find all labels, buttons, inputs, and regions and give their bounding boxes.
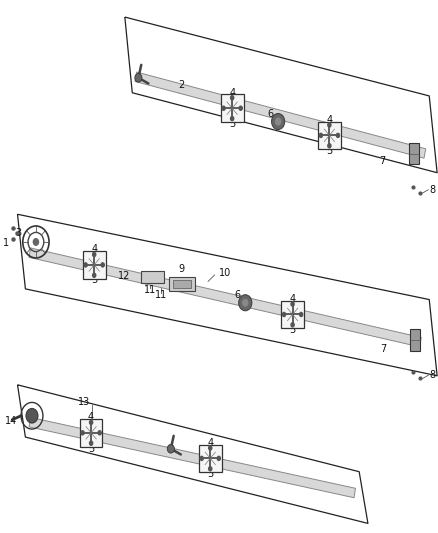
Text: 4: 4 [207, 438, 213, 448]
Text: 2: 2 [179, 80, 185, 90]
Text: 1: 1 [3, 238, 9, 247]
Circle shape [216, 456, 221, 461]
Circle shape [26, 408, 38, 423]
Polygon shape [135, 72, 426, 158]
Circle shape [290, 322, 295, 328]
Bar [410, 329, 420, 351]
Circle shape [135, 74, 142, 82]
Text: 11: 11 [155, 290, 167, 300]
Text: 7: 7 [380, 344, 386, 354]
Text: 4: 4 [326, 115, 332, 125]
Text: 4: 4 [290, 294, 296, 304]
Bar [281, 301, 304, 328]
Text: 10: 10 [219, 268, 231, 278]
Circle shape [272, 114, 285, 130]
Text: 6: 6 [268, 109, 274, 119]
Circle shape [336, 133, 340, 138]
Circle shape [290, 301, 295, 307]
Bar [221, 94, 244, 122]
Circle shape [238, 106, 243, 111]
Circle shape [89, 419, 93, 425]
Circle shape [242, 298, 249, 307]
Circle shape [100, 262, 105, 268]
Text: 3: 3 [15, 229, 21, 238]
Text: 5: 5 [207, 470, 213, 479]
Text: 5: 5 [326, 146, 332, 156]
Text: 4: 4 [229, 88, 235, 98]
Text: 12: 12 [118, 271, 131, 280]
Circle shape [83, 262, 88, 268]
Circle shape [92, 272, 96, 278]
Circle shape [208, 466, 212, 472]
Circle shape [208, 445, 212, 451]
Circle shape [239, 295, 252, 311]
Circle shape [275, 118, 281, 126]
Circle shape [221, 106, 226, 111]
Polygon shape [29, 417, 356, 498]
Circle shape [33, 238, 39, 246]
Bar [199, 445, 222, 472]
Circle shape [318, 133, 323, 138]
Circle shape [230, 116, 234, 122]
Circle shape [327, 122, 332, 128]
Bar [409, 143, 419, 164]
Text: 6: 6 [234, 290, 240, 300]
Text: 4: 4 [91, 245, 97, 254]
Text: 5: 5 [229, 119, 235, 128]
Circle shape [92, 252, 96, 257]
Circle shape [167, 445, 174, 453]
Circle shape [80, 430, 85, 435]
Circle shape [89, 440, 93, 446]
Polygon shape [29, 248, 421, 347]
Bar [169, 277, 195, 291]
Text: 8: 8 [430, 370, 436, 380]
Text: 5: 5 [91, 276, 97, 285]
Circle shape [299, 312, 304, 317]
Text: 11: 11 [144, 285, 156, 295]
Bar [80, 419, 102, 447]
Text: 5: 5 [290, 325, 296, 335]
Text: 8: 8 [430, 185, 436, 195]
Bar [83, 251, 106, 279]
Text: 4: 4 [88, 413, 94, 422]
Circle shape [199, 456, 204, 461]
Bar [141, 271, 164, 283]
Text: 13: 13 [78, 398, 90, 407]
Text: 5: 5 [88, 444, 94, 454]
Text: 9: 9 [179, 264, 185, 273]
Bar [173, 280, 191, 288]
Circle shape [327, 143, 332, 149]
Text: 14: 14 [5, 416, 18, 426]
Bar [318, 122, 341, 149]
Circle shape [230, 95, 234, 101]
Text: 7: 7 [379, 157, 385, 166]
Circle shape [282, 312, 286, 317]
Circle shape [97, 430, 102, 435]
